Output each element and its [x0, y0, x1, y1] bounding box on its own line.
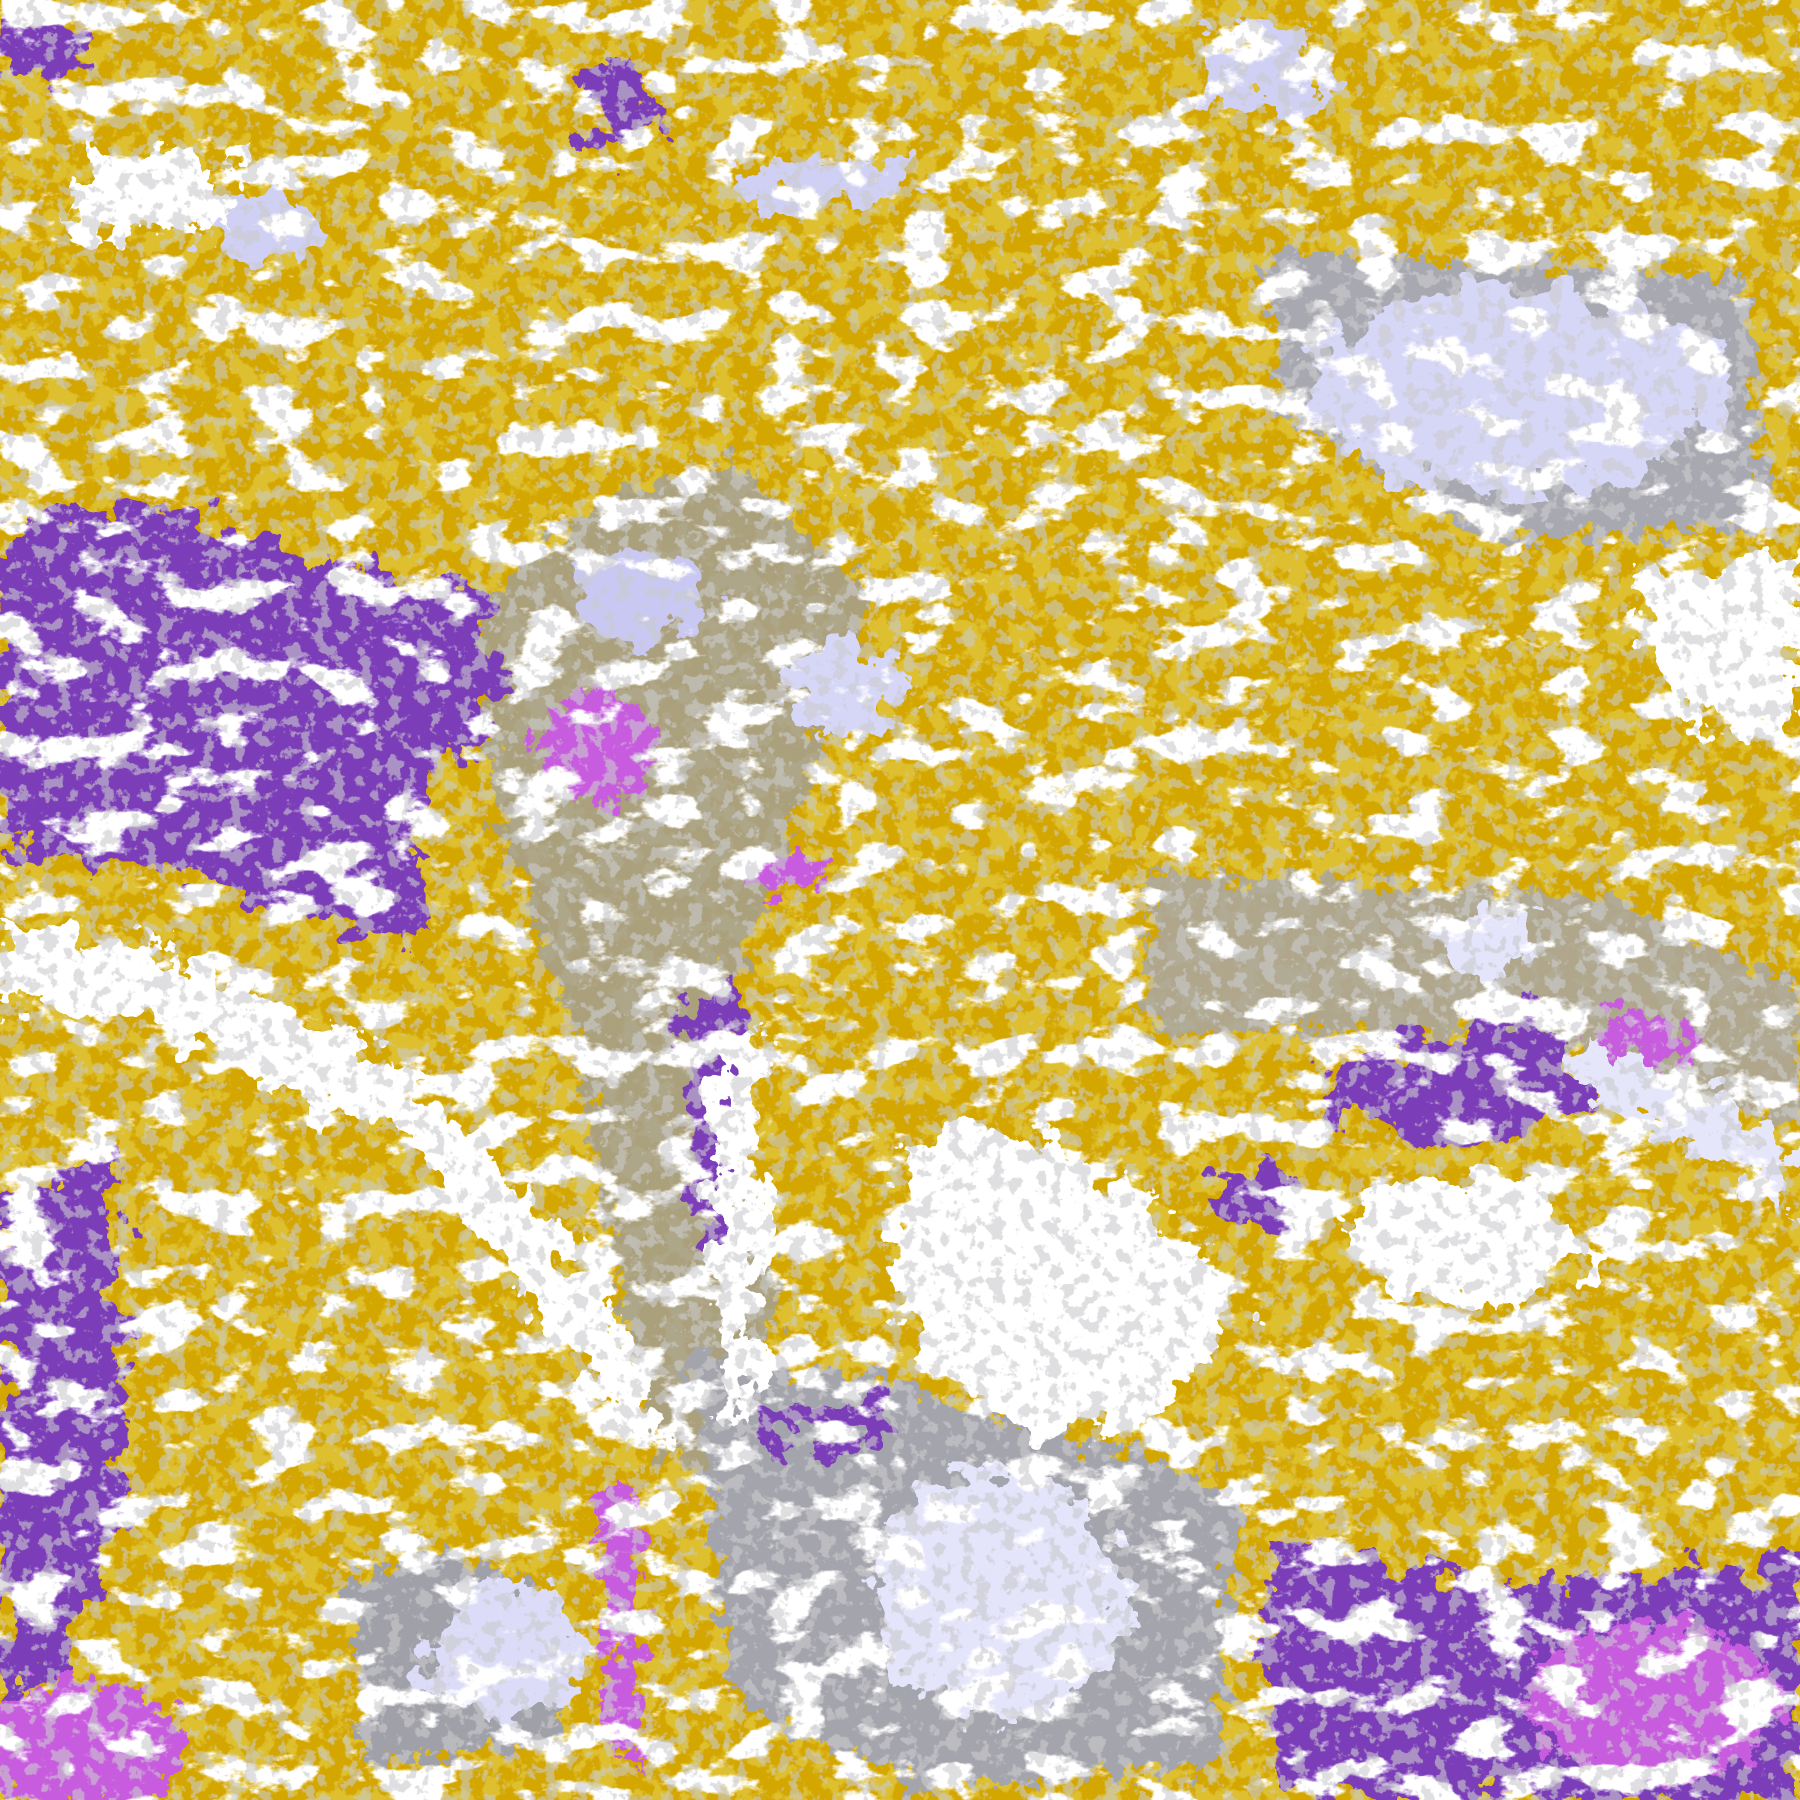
satellite-image [0, 0, 1800, 1800]
gray-texture [0, 0, 1800, 1800]
page [0, 0, 1800, 1800]
